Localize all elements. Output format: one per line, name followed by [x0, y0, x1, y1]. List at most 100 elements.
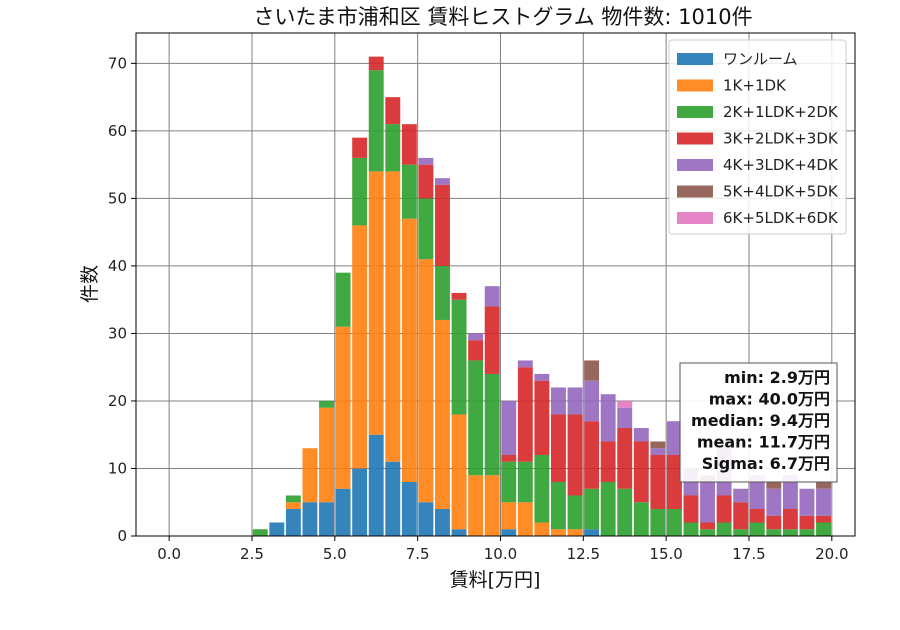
bar-series-3-bin-35 [816, 515, 831, 523]
bar-series-2-bin-8 [368, 70, 384, 172]
bar-series-1-bin-13 [451, 414, 467, 530]
bar-series-1-bin-8 [368, 171, 384, 435]
x-tick-label-4: 10.0 [484, 545, 517, 563]
x-tick-label-7: 17.5 [732, 545, 765, 563]
bar-series-1-bin-14 [468, 475, 484, 536]
bar-series-3-bin-10 [401, 124, 417, 165]
bar-series-2-bin-18 [534, 454, 550, 523]
stats-max: max: 40.0万円 [709, 390, 830, 409]
bar-series-3-bin-29 [716, 495, 732, 523]
bar-series-3-bin-34 [799, 515, 815, 530]
bar-series-4-bin-22 [600, 394, 616, 442]
bar-series-1-bin-11 [418, 259, 434, 503]
legend-swatch-6 [677, 212, 713, 224]
bar-series-0-bin-21 [584, 529, 600, 536]
bar-series-2-bin-17 [517, 461, 533, 503]
bar-series-3-bin-19 [550, 414, 566, 482]
stats-min: min: 2.9万円 [724, 368, 830, 387]
y-axis-label: 件数 [79, 265, 101, 303]
bar-series-4-bin-34 [799, 488, 815, 516]
y-tick-label-4: 40 [108, 257, 127, 275]
x-tick-label-6: 15.0 [649, 545, 682, 563]
bar-series-2-bin-1 [252, 529, 268, 536]
bar-series-2-bin-32 [766, 529, 782, 536]
bar-series-2-bin-28 [700, 529, 716, 536]
y-tick-label-1: 10 [108, 459, 127, 477]
legend-box [668, 39, 847, 235]
bar-series-0-bin-3 [285, 508, 301, 536]
bar-series-3-bin-20 [567, 414, 583, 496]
legend-label-6: 6K+5LDK+6DK [723, 209, 839, 227]
bar-series-3-bin-27 [683, 495, 699, 523]
bar-series-2-bin-13 [451, 299, 467, 415]
bar-series-4-bin-32 [766, 488, 782, 516]
bar-series-4-bin-33 [782, 475, 798, 509]
stats-box-background [679, 362, 838, 483]
bar-series-1-bin-20 [567, 529, 583, 536]
bar-series-2-bin-19 [550, 481, 566, 530]
bar-series-5-bin-25 [650, 441, 666, 449]
y-tick-label-5: 50 [108, 189, 127, 207]
bar-series-2-bin-23 [617, 488, 633, 536]
bar-series-1-bin-4 [302, 448, 318, 503]
bar-series-3-bin-13 [451, 292, 467, 300]
legend-swatch-3 [677, 132, 713, 145]
bar-series-4-bin-16 [501, 400, 517, 455]
bar-series-3-bin-11 [418, 164, 434, 199]
bar-series-2-bin-24 [633, 502, 649, 536]
bar-series-3-bin-23 [617, 427, 633, 489]
bar-series-1-bin-17 [517, 502, 533, 536]
bar-series-3-bin-22 [600, 441, 616, 482]
bar-series-3-bin-12 [435, 184, 450, 266]
stats-mean: mean: 11.7万円 [697, 433, 830, 452]
bar-series-4-bin-31 [749, 475, 765, 509]
bar-series-2-bin-27 [683, 522, 699, 536]
legend-swatch-0 [677, 53, 713, 65]
axes-frame [135, 32, 856, 537]
legend-label-2: 2K+1LDK+2DK [723, 103, 839, 121]
stats-median: median: 9.4万円 [691, 411, 830, 430]
legend-label-4: 4K+3LDK+4DK [723, 156, 839, 174]
bar-series-2-bin-10 [401, 164, 417, 219]
stats-box: min: 2.9万円 max: 40.0万円 median: 9.4万円 mean: … [679, 362, 838, 483]
bar-series-3-bin-21 [584, 421, 600, 489]
bar-series-3-bin-26 [666, 454, 682, 509]
bar-series-1-bin-6 [335, 326, 351, 489]
bar-series-0-bin-4 [302, 502, 318, 536]
bar-series-5-bin-21 [584, 360, 600, 381]
bar-series-3-bin-8 [368, 56, 384, 71]
bar-series-3-bin-28 [700, 522, 716, 530]
legend-swatch-1 [677, 79, 713, 92]
bar-series-4-bin-28 [700, 481, 716, 523]
bar-series-0-bin-2 [269, 522, 285, 536]
chart-title: さいたま市浦和区 賃料ヒストグラム 物件数: 1010件 [253, 5, 752, 29]
bar-series-1-bin-3 [285, 502, 301, 509]
bar-series-3-bin-15 [484, 306, 500, 374]
bar-series-4-bin-21 [584, 380, 600, 422]
bar-series-2-bin-3 [285, 495, 301, 503]
bar-series-6-bin-23 [617, 400, 633, 408]
bar-series-0-bin-7 [352, 468, 368, 536]
bar-series-2-bin-26 [666, 508, 682, 536]
bar-series-4-bin-18 [534, 373, 550, 381]
bar-series-2-bin-9 [385, 124, 401, 172]
bar-series-2-bin-11 [418, 198, 434, 260]
y-tick-label-6: 60 [108, 122, 127, 140]
bar-series-4-bin-19 [550, 387, 566, 415]
bar-series-1-bin-15 [484, 475, 500, 536]
bar-series-2-bin-14 [468, 360, 484, 476]
y-tick-label-7: 70 [108, 54, 127, 72]
bar-series-2-bin-15 [484, 373, 500, 476]
bar-series-0-bin-11 [418, 502, 434, 536]
bar-series-4-bin-25 [650, 448, 666, 455]
legend-swatch-4 [677, 159, 713, 171]
bar-series-2-bin-33 [782, 529, 798, 536]
bar-series-4-bin-12 [435, 178, 450, 185]
bar-series-0-bin-6 [335, 488, 351, 536]
bar-series-1-bin-19 [550, 529, 566, 536]
bar-series-0-bin-16 [501, 529, 517, 536]
bar-series-2-bin-31 [749, 522, 765, 536]
bar-series-3-bin-24 [633, 441, 649, 503]
bar-series-1-bin-5 [319, 407, 334, 503]
